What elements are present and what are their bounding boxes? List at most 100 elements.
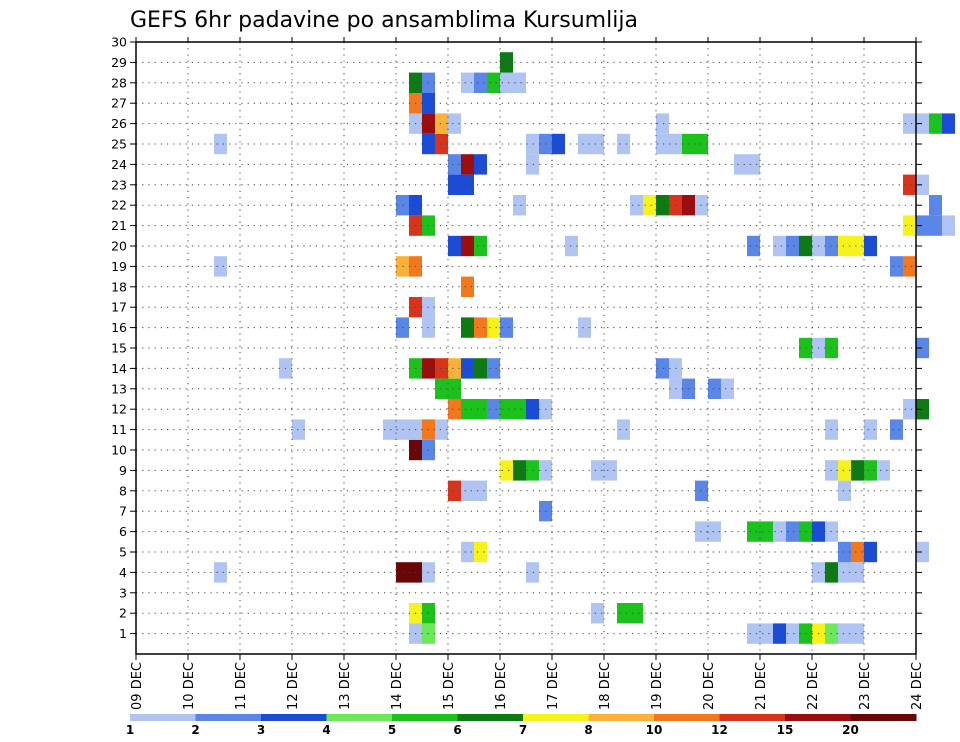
heatmap-cell <box>526 133 539 155</box>
heatmap-cell <box>474 541 487 563</box>
heatmap-cell <box>448 358 461 379</box>
y-tick-label: 10 <box>111 443 127 458</box>
heatmap-cell <box>448 154 461 175</box>
heatmap-cell <box>526 154 539 175</box>
heatmap-cell <box>461 317 474 338</box>
y-tick-label: 11 <box>111 422 127 437</box>
colorbar-label: 12 <box>711 723 728 737</box>
heatmap-cell <box>474 154 487 175</box>
heatmap-cell <box>500 52 513 73</box>
heatmap-cell <box>773 521 786 542</box>
heatmap-cell <box>214 256 227 277</box>
heatmap-cell <box>942 215 955 236</box>
y-tick-label: 21 <box>111 218 127 233</box>
colorbar-label: 6 <box>453 723 461 737</box>
y-tick-label: 18 <box>111 279 127 294</box>
heatmap-cell <box>617 603 643 624</box>
heatmap-cell <box>864 235 877 257</box>
colorbar-swatch <box>785 714 851 721</box>
colorbar-label: 8 <box>584 723 592 737</box>
heatmap-cell <box>396 256 409 277</box>
y-tick-label: 12 <box>111 402 127 417</box>
heatmap-cell <box>630 195 643 216</box>
heatmap-cell <box>721 378 734 399</box>
y-tick-label: 2 <box>119 606 127 621</box>
y-tick-label: 14 <box>111 361 127 376</box>
y-tick-label: 8 <box>119 483 127 498</box>
heatmap-cell <box>838 562 864 583</box>
heatmap-cell <box>526 562 539 583</box>
x-tick-label: 10 DEC <box>182 662 197 710</box>
heatmap-cell <box>513 460 526 481</box>
colorbar-label: 7 <box>519 723 527 737</box>
y-tick-label: 26 <box>111 116 127 131</box>
heatmap-cell <box>916 215 942 236</box>
heatmap-cell <box>773 235 786 257</box>
y-tick-label: 25 <box>111 137 127 152</box>
heatmap-cell <box>656 195 669 216</box>
colorbar: 1 2 3 4 5 6 7 8 10 12 15 20 <box>126 714 917 737</box>
heatmap-cell <box>435 358 448 379</box>
heatmap-cell <box>461 358 474 379</box>
heatmap-cell <box>487 358 500 379</box>
heatmap-cell <box>526 460 539 481</box>
heatmap-cell <box>461 541 474 563</box>
heatmap-cell <box>617 419 630 440</box>
heatmap-cell <box>799 521 812 542</box>
heatmap-cell <box>214 562 227 583</box>
y-tick-label: 9 <box>119 463 127 478</box>
heatmap-cell <box>591 603 604 624</box>
y-tick-label: 20 <box>111 239 127 254</box>
colorbar-label: 1 <box>126 723 134 737</box>
colorbar-swatch <box>588 714 655 721</box>
heatmap-cell <box>578 317 591 338</box>
y-tick-label: 5 <box>119 545 127 560</box>
heatmap-cell <box>916 399 929 420</box>
heatmap-cell <box>786 521 799 542</box>
heatmap-cell <box>799 623 812 644</box>
heatmap-cell <box>448 480 461 501</box>
heatmap-cell <box>500 399 526 420</box>
heatmap-cell <box>747 521 773 542</box>
y-tick-label: 23 <box>111 177 127 192</box>
heatmap-cell <box>877 460 890 481</box>
heatmap-cell <box>916 541 929 563</box>
colorbar-swatch <box>850 714 917 721</box>
heatmap-cell <box>474 72 487 93</box>
x-tick-label: 11 DEC <box>234 662 249 710</box>
heatmap-cell <box>799 235 812 257</box>
heatmap-cell <box>695 480 708 501</box>
heatmap-cell <box>500 460 513 481</box>
heatmap-cell <box>474 317 487 338</box>
heatmap-cell <box>643 195 656 216</box>
heatmap-cell <box>786 235 799 257</box>
y-tick-label: 29 <box>111 55 127 70</box>
heatmap-cell <box>578 133 604 155</box>
heatmap-cell <box>461 480 487 501</box>
heatmap-cell <box>617 133 630 155</box>
heatmap-cell <box>734 154 760 175</box>
heatmap-cell <box>747 623 773 644</box>
colorbar-label: 4 <box>322 723 330 737</box>
y-tick-label: 4 <box>119 565 127 580</box>
heatmap-cell <box>903 399 916 420</box>
colorbar-label: 20 <box>842 723 859 737</box>
heatmap-cell <box>513 195 526 216</box>
heatmap-cell <box>214 133 227 155</box>
colorbar-swatch <box>195 714 262 721</box>
x-tick-label: 15 DEC <box>442 662 457 710</box>
colorbar-swatch <box>392 714 458 721</box>
heatmap-cell <box>500 72 526 93</box>
colorbar-label: 5 <box>388 723 396 737</box>
heatmap-cell <box>916 337 929 359</box>
colorbar-label: 3 <box>257 723 265 737</box>
x-tick-label: 24 DEC <box>910 662 925 710</box>
heatmap-cell <box>448 235 461 257</box>
y-tick-label: 30 <box>111 35 127 50</box>
heatmap-cell <box>929 195 942 216</box>
heatmap-cell <box>500 317 513 338</box>
heatmap-cell <box>773 623 786 644</box>
colorbar-swatch <box>719 714 786 721</box>
heatmap-cell <box>929 113 942 134</box>
heatmap-cell <box>565 235 578 257</box>
